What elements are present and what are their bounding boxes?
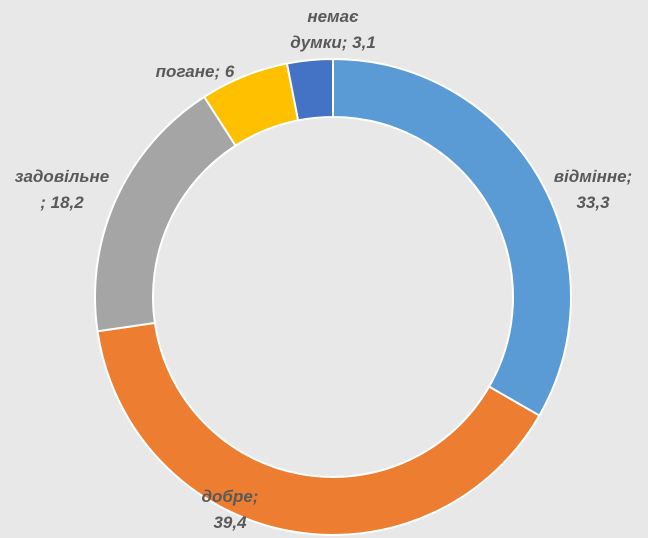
donut-segment [285,57,334,122]
data-label: задовільне; 18,2 [14,167,110,212]
donut-segment [96,321,541,536]
donut-segment [94,95,237,333]
donut-segment [332,57,572,417]
data-label: погане; 6 [155,62,235,81]
data-label: добре; 39,4 [201,487,259,532]
data-label: відмінне; 33,3 [553,167,633,212]
data-label: немає думки; 3,1 [290,7,376,52]
